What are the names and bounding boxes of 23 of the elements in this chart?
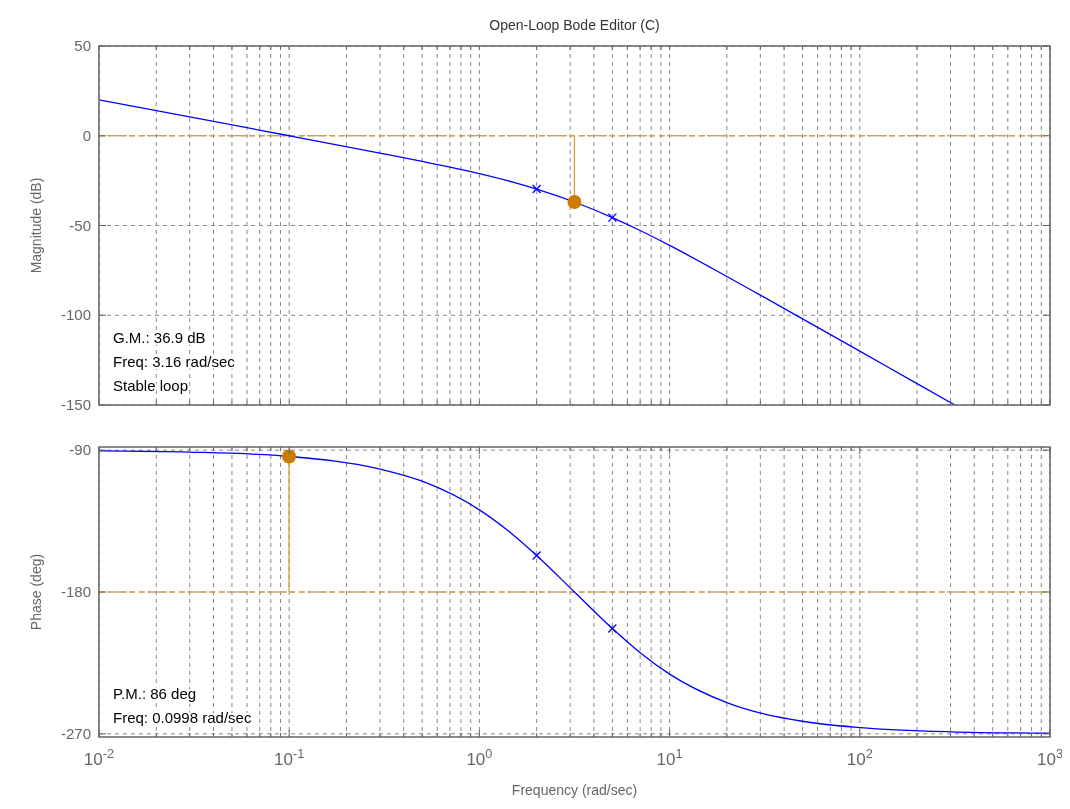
x-tick-label: 10$^{0}$ [466,745,493,769]
x-tick-label: 10$^{1}$ [656,745,683,769]
y-tick-label: -100 [60,306,91,324]
annotation: Freq: 3.16 rad/sec [113,353,236,370]
annotation: Stable loop [113,377,189,394]
x-tick-label: 10$^{2}$ [846,745,873,769]
x-tick-label: 10$^{-1}$ [274,745,305,769]
y-tick-label: -270 [60,724,91,742]
x-tick-label: 10$^{-2}$ [83,745,115,769]
y-tick-label: -180 [60,583,91,600]
y-axis-title: Phase (deg) [28,553,44,631]
chart-title: Open-Loop Bode Editor (C) [489,17,660,33]
y-tick-label: -150 [60,396,91,413]
annotation: P.M.: 86 deg [113,685,197,702]
x-tick-label: 10$^{3}$ [1036,745,1064,769]
y-tick-label: -90 [69,441,91,459]
y-tick-label: -50 [69,216,91,234]
y-axis-title: Magnitude (dB) [28,177,44,274]
y-tick-label: 0 [82,126,91,144]
y-tick-label: 50 [74,37,91,54]
annotation: G.M.: 36.9 dB [113,329,206,346]
x-axis-title: Frequency (rad/sec) [511,782,638,798]
annotation: Freq: 0.0998 rad/sec [113,709,252,726]
